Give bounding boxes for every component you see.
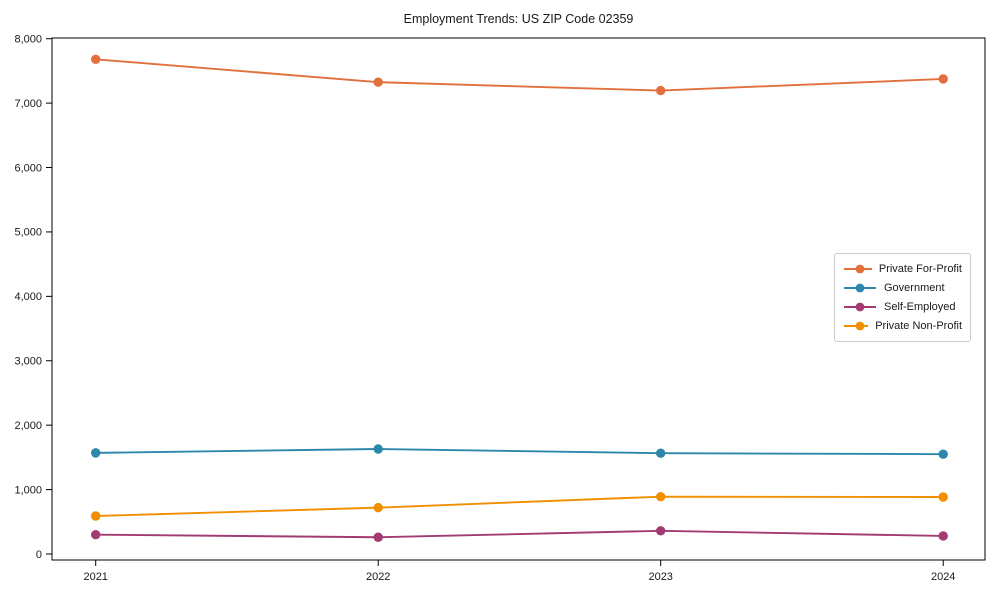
data-point-private-non-profit (656, 491, 666, 502)
data-point-private-non-profit (373, 502, 383, 513)
data-point-self-employed (656, 526, 666, 536)
data-point-self-employed (938, 531, 948, 541)
y-tick-label: 3,000 (14, 356, 42, 368)
legend-marker-icon (844, 283, 876, 293)
y-tick-label: 7,000 (14, 98, 42, 110)
legend: Private For-Profit Government Self-Employe… (834, 253, 971, 342)
data-point-government (373, 444, 383, 454)
chart-title: Employment Trends: US ZIP Code 02359 (403, 12, 634, 26)
legend-item-government: Government (843, 282, 962, 294)
y-tick-label: 0 (36, 549, 42, 561)
legend-label: Private For-Profit (878, 262, 962, 275)
x-tick-label: 2023 (648, 571, 672, 583)
legend-item-private-for-profit: Private For-Profit (843, 263, 962, 275)
series-line-private-non-profit (95, 495, 944, 517)
legend-marker-icon (844, 302, 876, 312)
x-tick-label: 2024 (931, 571, 955, 583)
legend-item-private-non-profit: Private Non-Profit (843, 320, 962, 332)
data-point-private-non-profit (91, 511, 101, 521)
y-tick-label: 6,000 (14, 162, 42, 174)
legend-label: Private Non-Profit (875, 320, 962, 333)
y-tick-label: 4,000 (14, 291, 42, 303)
data-point-government (91, 448, 101, 458)
legend-marker-icon (844, 321, 869, 331)
data-point-self-employed (373, 532, 383, 542)
series-line-government (95, 448, 944, 456)
x-tick-label: 2022 (366, 571, 390, 583)
y-tick-label: 5,000 (14, 227, 42, 239)
x-tick-label: 2021 (83, 571, 107, 583)
data-point-self-employed (91, 529, 101, 540)
series-line-self-employed (95, 529, 944, 539)
data-point-private-non-profit (938, 492, 948, 502)
data-point-private-for-profit (373, 77, 383, 87)
y-tick-label: 2,000 (14, 420, 42, 432)
data-point-government (938, 449, 948, 459)
data-point-private-for-profit (91, 54, 101, 65)
legend-marker-icon (844, 264, 872, 274)
y-tick-label: 8,000 (14, 34, 42, 46)
data-point-private-for-profit (938, 74, 948, 84)
data-point-private-for-profit (656, 85, 666, 96)
axes-box (51, 37, 986, 561)
legend-label: Government (884, 281, 945, 294)
series-line-private-for-profit (95, 58, 944, 92)
data-point-government (656, 448, 666, 458)
legend-item-self-employed: Self-Employed (843, 301, 962, 313)
y-tick-label: 1,000 (14, 484, 42, 496)
legend-label: Self-Employed (884, 301, 956, 314)
